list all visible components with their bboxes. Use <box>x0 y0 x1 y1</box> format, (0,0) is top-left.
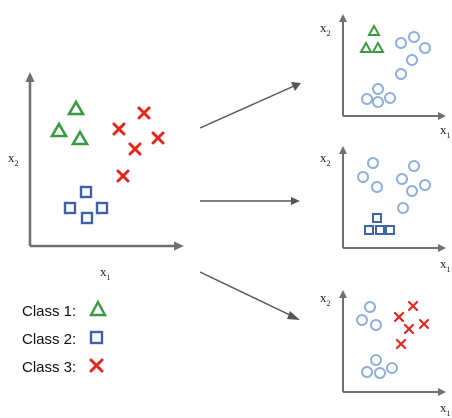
legend-item-class3: Class 3: <box>22 358 104 376</box>
original-x-arrowhead <box>174 241 184 251</box>
circle-marker <box>370 319 382 331</box>
square-marker <box>79 185 93 199</box>
circle-marker <box>419 179 431 191</box>
original-class2-points <box>63 185 109 225</box>
panel2-y-axis-label: x2 <box>320 150 331 168</box>
circle-marker <box>372 96 384 108</box>
panel1-x-axis-label: x1 <box>440 122 451 140</box>
x-marker <box>403 323 415 335</box>
panel3-axes <box>339 290 446 396</box>
square-marker <box>364 225 374 235</box>
transformation-arrows <box>199 82 301 320</box>
triangle-marker <box>66 99 86 116</box>
arrow-to-class1-plot <box>199 82 301 129</box>
square-marker <box>63 201 77 215</box>
circle-marker <box>408 160 420 172</box>
square-marker <box>95 201 109 215</box>
panel2-rest-points <box>357 157 431 214</box>
x-marker <box>393 311 405 323</box>
circle-marker <box>367 157 379 169</box>
circle-marker <box>364 301 376 313</box>
x-marker <box>418 318 430 330</box>
original-y-axis-label: x2 <box>8 150 19 168</box>
circle-marker <box>419 42 431 54</box>
panel3-x-axis-label: x1 <box>440 400 451 418</box>
square-marker <box>80 211 94 225</box>
square-marker <box>89 330 104 345</box>
panel3-class3-points <box>393 300 430 350</box>
arrow-to-class3-plot <box>199 271 300 320</box>
circle-marker <box>396 173 408 185</box>
legend-item-class2: Class 2: <box>22 330 104 348</box>
circle-marker <box>361 366 373 378</box>
circle-marker <box>361 93 373 105</box>
circle-marker <box>384 92 396 104</box>
square-marker <box>375 225 385 235</box>
original-axes <box>25 72 184 251</box>
x-marker <box>128 142 142 156</box>
original-class1-points <box>49 99 90 146</box>
triangle-marker <box>367 23 381 36</box>
class-legend: Class 1: Class 2: Class 3: <box>22 299 108 376</box>
square-marker <box>385 225 395 235</box>
x-marker <box>407 300 419 312</box>
legend-label-class1: Class 1: <box>22 303 76 320</box>
panel1-axes <box>339 14 446 120</box>
square-marker <box>372 213 382 223</box>
circle-marker <box>356 314 368 326</box>
original-class3-points <box>112 106 165 183</box>
triangle-marker <box>359 40 373 53</box>
legend-item-class1: Class 1: <box>22 299 108 320</box>
x-marker <box>112 122 126 136</box>
circle-marker <box>406 185 418 197</box>
one-vs-rest-class2-plot: x2 x1 <box>320 146 451 274</box>
circle-marker <box>395 68 407 80</box>
one-vs-rest-class1-plot: x2 x1 <box>320 14 451 140</box>
triangle-marker <box>70 129 90 146</box>
x-marker <box>89 358 104 373</box>
circle-marker <box>406 54 418 66</box>
circle-marker <box>357 171 369 183</box>
x-marker <box>116 169 130 183</box>
circle-marker <box>374 367 386 379</box>
original-plot: x2 x1 <box>8 72 184 282</box>
triangle-marker <box>88 299 108 317</box>
x-marker <box>137 106 151 120</box>
circle-marker <box>397 202 409 214</box>
circle-marker <box>370 354 382 366</box>
circle-marker <box>395 37 407 49</box>
one-vs-rest-class3-plot: x2 x1 <box>320 290 451 418</box>
x-marker <box>151 131 165 145</box>
panel2-class2-points <box>364 213 395 235</box>
circle-marker <box>386 362 398 374</box>
circle-marker <box>408 31 420 43</box>
circle-marker <box>371 181 383 193</box>
panel1-class1-points <box>359 23 385 53</box>
circle-marker <box>372 83 384 95</box>
panel1-y-axis-label: x2 <box>320 20 331 38</box>
original-x-axis-label: x1 <box>100 264 111 282</box>
arrow-to-class2-plot <box>200 197 300 205</box>
triangle-marker <box>49 121 69 138</box>
panel2-x-axis-label: x1 <box>440 256 451 274</box>
triangle-marker <box>371 40 385 53</box>
original-y-arrowhead <box>25 72 35 82</box>
x-marker <box>395 338 407 350</box>
panel3-rest-points <box>356 301 398 379</box>
legend-label-class3: Class 3: <box>22 359 76 376</box>
panel2-axes <box>339 146 446 252</box>
panel3-y-axis-label: x2 <box>320 290 331 308</box>
panel1-rest-points <box>361 31 431 108</box>
legend-label-class2: Class 2: <box>22 331 76 348</box>
